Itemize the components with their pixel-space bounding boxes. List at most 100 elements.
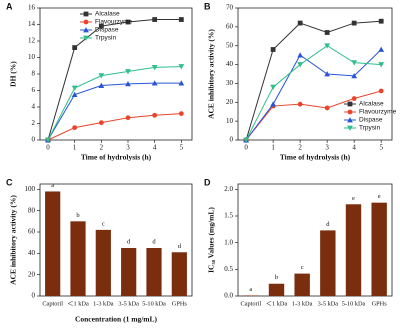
marker — [83, 19, 89, 25]
marker — [347, 101, 353, 107]
plot-frame — [237, 7, 393, 141]
marker — [178, 111, 184, 116]
marker — [98, 73, 105, 79]
marker — [178, 80, 185, 86]
marker — [178, 64, 185, 70]
x-tick-label: 5 — [379, 144, 383, 152]
x-tick-label: 4 — [153, 144, 157, 152]
legend-label: Alcalase — [95, 11, 120, 18]
series-line — [47, 82, 182, 141]
x-tick-label: 3 — [325, 144, 329, 152]
marker — [324, 30, 330, 35]
marker — [125, 81, 131, 87]
marker — [71, 91, 78, 98]
marker — [98, 82, 105, 88]
marker — [83, 27, 89, 33]
bar-annotation: d — [326, 221, 330, 228]
y-axis-label: DH (%) — [9, 61, 18, 87]
x-tick-label: 4 — [352, 144, 356, 152]
bar-annotation: a — [249, 286, 252, 293]
x-tick-label: 0 — [244, 144, 248, 152]
bar-annotation: b — [275, 274, 278, 281]
marker — [83, 35, 89, 41]
y-tick-label: 0 — [32, 292, 36, 300]
y-tick-label: 1.0 — [224, 238, 233, 246]
marker — [270, 84, 277, 91]
y-tick-label: 4 — [32, 103, 36, 111]
x-tick-label: ＜1 kDa — [266, 300, 288, 307]
x-tick-label: GPHs — [372, 300, 388, 307]
x-tick-label: 1-3 kDa — [292, 300, 313, 307]
legend-label: Dispase — [359, 117, 383, 124]
y-tick-label: 40 — [226, 60, 234, 68]
bar-annotation: c — [102, 220, 105, 227]
marker — [351, 20, 357, 26]
legend-label: Dispase — [95, 27, 119, 34]
marker — [72, 45, 78, 50]
marker — [98, 23, 104, 29]
y-tick-label: 14 — [28, 20, 36, 28]
marker — [151, 80, 158, 86]
marker — [351, 73, 358, 79]
bar — [320, 230, 336, 296]
x-tick-label: 3 — [126, 144, 130, 152]
marker — [270, 101, 277, 107]
marker — [270, 47, 276, 52]
marker — [297, 52, 304, 58]
x-tick-label: 2 — [298, 144, 302, 152]
bar — [146, 248, 162, 296]
marker — [125, 19, 131, 25]
marker — [378, 46, 385, 52]
panel-label: C — [6, 177, 13, 187]
x-axis-label: Time of hydrolysis (h) — [280, 153, 351, 162]
marker — [347, 125, 353, 131]
y-tick-label: 2 — [32, 119, 36, 127]
y-tick-label: 70 — [226, 4, 234, 12]
x-tick-label: 5-10 kDa — [142, 300, 166, 307]
y-axis-label: IC₅₀ Values (mg/mL) — [207, 207, 216, 273]
y-tick-label: 80 — [28, 206, 36, 214]
x-tick-label: 5-10 kDa — [342, 300, 366, 307]
y-tick-label: 2.0 — [224, 185, 233, 193]
series-line — [47, 113, 182, 141]
marker — [378, 62, 385, 68]
marker — [98, 120, 104, 126]
y-axis-label: ACE inhibitory activity (%) — [9, 195, 18, 285]
y-axis-label: ACE inhibitory activity (%) — [207, 29, 216, 119]
series-line — [47, 66, 182, 141]
marker — [324, 105, 330, 111]
bar-annotation: e — [378, 193, 381, 200]
bar — [345, 204, 362, 296]
marker — [351, 60, 358, 66]
marker — [378, 88, 384, 94]
bar-annotation: a — [51, 182, 54, 189]
y-tick-label: 16 — [28, 4, 36, 12]
y-tick-label: 60 — [226, 22, 234, 30]
x-tick-label: Captoril — [241, 300, 262, 307]
y-tick-label: 0.5 — [224, 265, 233, 273]
series-line — [47, 19, 182, 141]
legend-label: Alcalase — [359, 101, 384, 108]
marker — [125, 69, 131, 75]
series-line — [245, 49, 382, 141]
y-tick-label: 0.0 — [224, 292, 233, 300]
series-line — [245, 45, 382, 141]
series-line — [245, 20, 382, 141]
plot-frame — [237, 183, 393, 297]
y-tick-label: 30 — [226, 79, 234, 87]
marker — [297, 101, 303, 107]
y-tick-label: 10 — [226, 117, 234, 125]
y-tick-label: 8 — [32, 70, 36, 78]
marker — [45, 137, 51, 143]
bar — [70, 221, 86, 296]
legend-label: Trpysin — [359, 125, 380, 132]
marker — [351, 96, 357, 101]
x-axis-label: Concentration (1 mg/mL) — [75, 315, 158, 324]
y-tick-label: 0 — [230, 136, 234, 144]
bar — [268, 283, 285, 296]
panel-label: A — [6, 1, 13, 11]
legend-label: Trpysin — [95, 35, 116, 42]
bar-annotation: c — [301, 264, 304, 271]
marker — [152, 17, 158, 22]
